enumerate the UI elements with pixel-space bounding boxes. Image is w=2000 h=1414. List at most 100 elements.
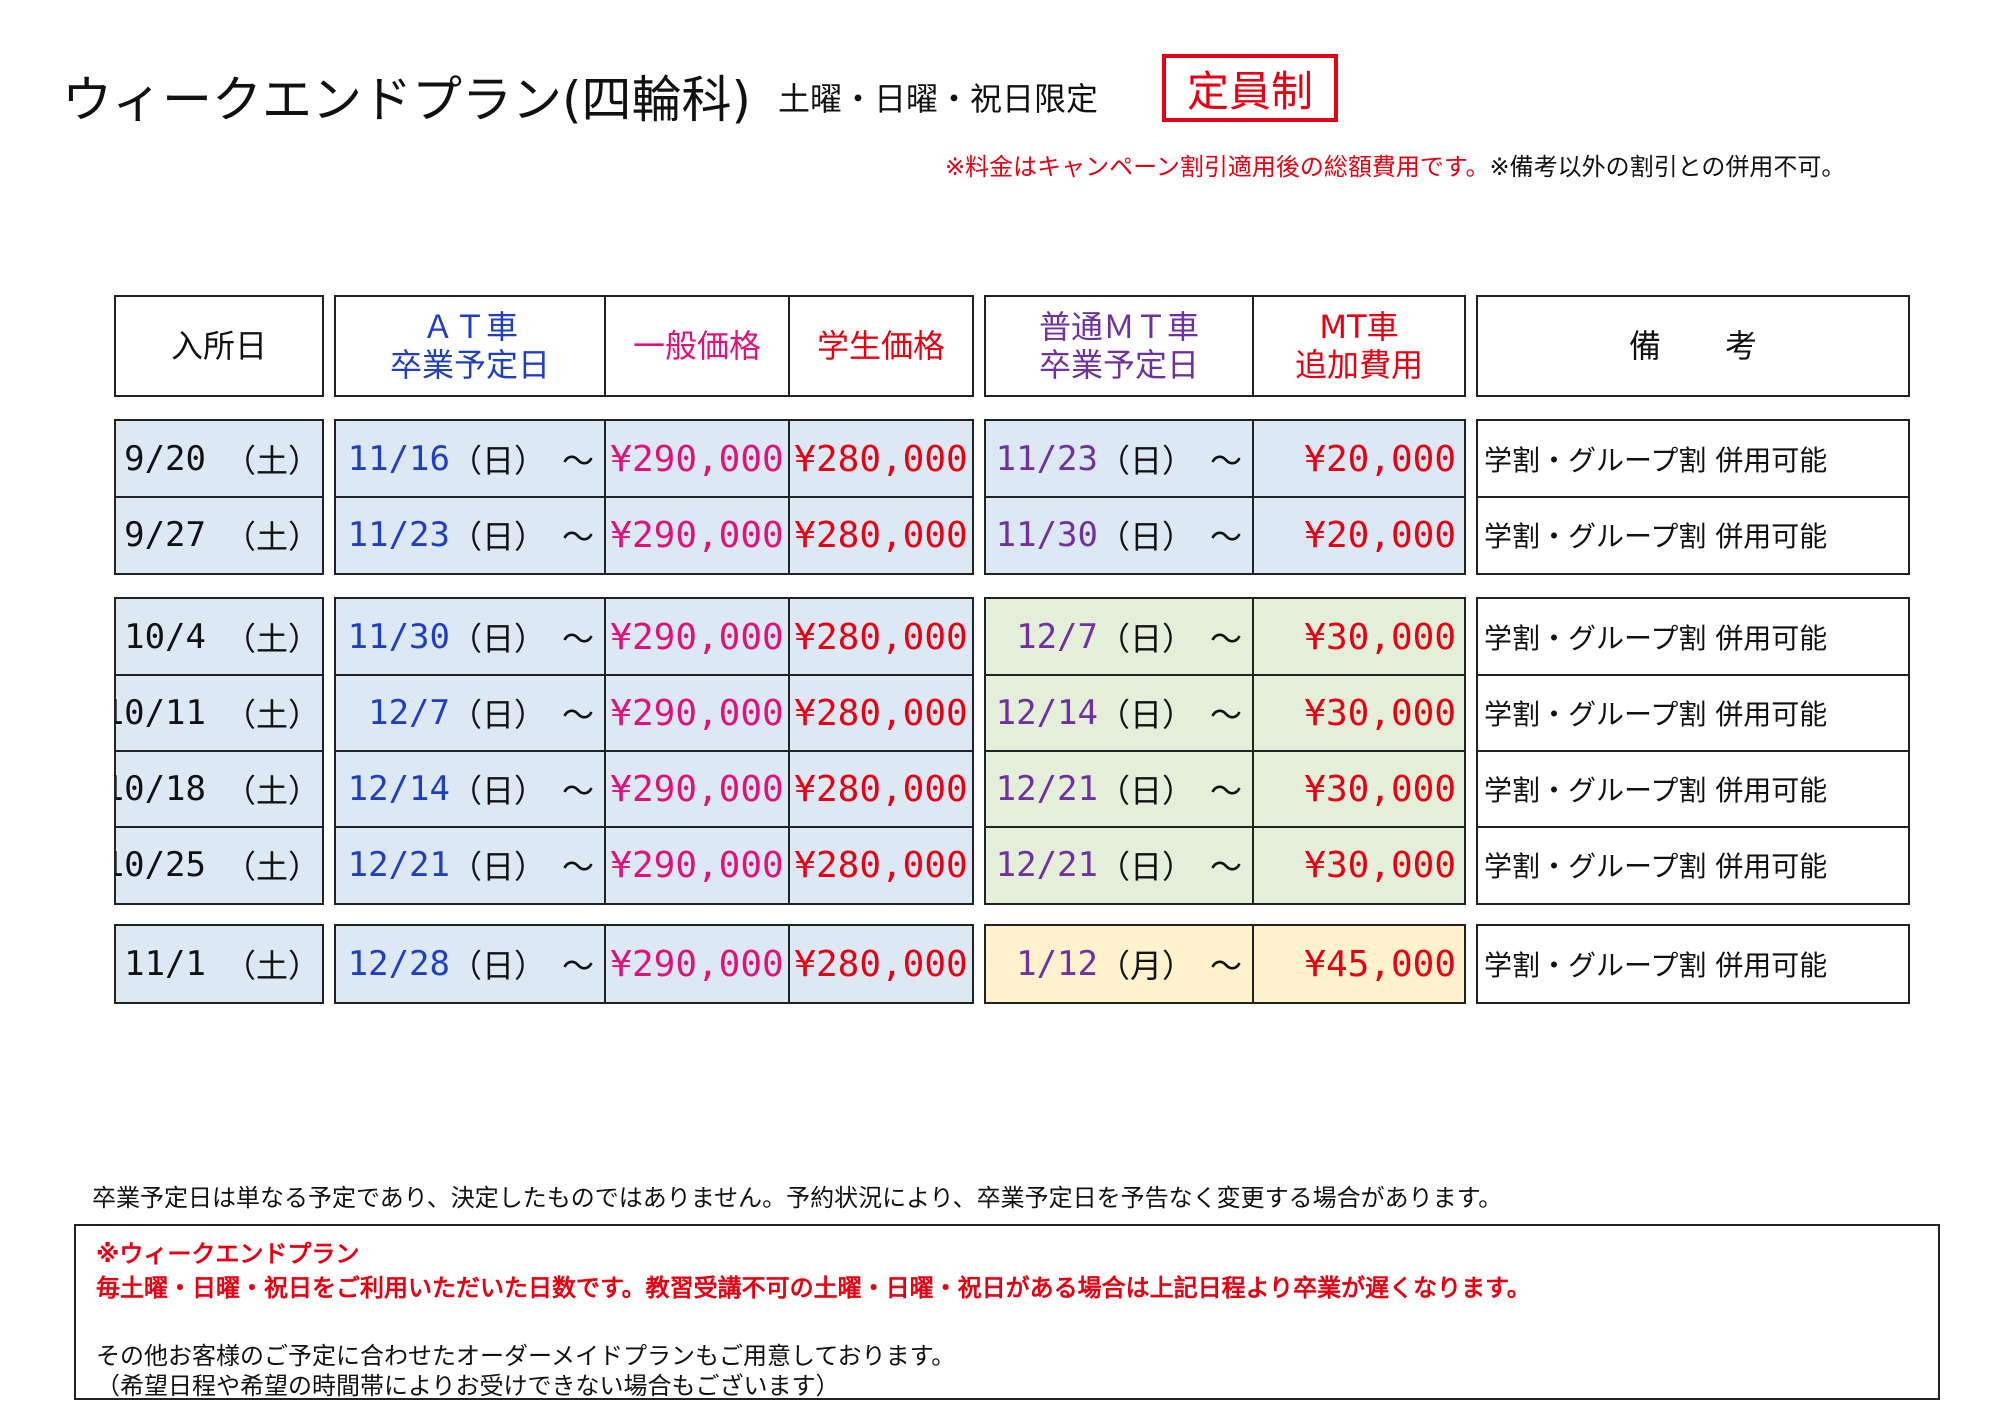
general-price: ¥290,000 bbox=[610, 943, 784, 985]
mt-weekday: （日） ～ bbox=[1097, 620, 1242, 658]
entry-date: 10/4 （土） bbox=[116, 599, 322, 675]
at-weekday: （日） ～ bbox=[449, 442, 594, 480]
remarks-text: 学割・グループ割 併用可能 bbox=[1484, 949, 1828, 982]
note-title: ※ウィークエンドプラン bbox=[96, 1240, 360, 1268]
header-mt-box: 普通ＭＴ車 卒業予定日 MT車 追加費用 bbox=[984, 295, 1466, 397]
at-weekday: （日） ～ bbox=[449, 848, 594, 886]
header-mt-line1: 普通ＭＴ車 bbox=[1038, 307, 1199, 346]
mt-graduation-date: 12/21 （日） ～ bbox=[990, 751, 1252, 827]
entry-weekday: （土） bbox=[223, 442, 320, 480]
page-title: ウィークエンドプラン(四輪科) bbox=[62, 71, 752, 129]
fee-note: ※料金はキャンペーン割引適用後の総額費用です。※備考以外の割引との併用不可。 bbox=[945, 147, 1845, 182]
entry-date-value: 10/4 bbox=[124, 617, 206, 657]
mt-graduation-date: 12/21 （日） ～ bbox=[990, 827, 1252, 903]
remarks-text: 学割・グループ割 併用可能 bbox=[1484, 850, 1828, 883]
header-mt-graduation: 普通ＭＴ車 卒業予定日 bbox=[986, 297, 1252, 395]
mt-additional-fee: ¥45,000 bbox=[1304, 943, 1456, 985]
mt-weekday: （日） ～ bbox=[1097, 696, 1242, 734]
at-date-value: 12/28 bbox=[347, 944, 450, 984]
entry-column-group: 9/20 （土） 9/27 （土） bbox=[114, 419, 324, 575]
at-date-value: 12/7 bbox=[368, 693, 450, 733]
entry-weekday: （土） bbox=[223, 620, 320, 658]
remarks-text: 学割・グループ割 併用可能 bbox=[1484, 444, 1828, 477]
at-price-group: 12/28 （日） ～ ¥290,000 ¥280,000 bbox=[334, 924, 974, 1004]
at-weekday: （日） ～ bbox=[449, 620, 594, 658]
remarks-group: 学割・グループ割 併用可能 学割・グループ割 併用可能 bbox=[1476, 419, 1910, 575]
header-mtfee-line1: MT車 bbox=[1319, 307, 1399, 346]
at-price-group: 11/16 （日） ～ ¥290,000 ¥280,000 11/23 （日） ～ ¥290… bbox=[334, 419, 974, 575]
mt-graduation-date: 12/7 （日） ～ bbox=[990, 599, 1252, 675]
other-plan-note: （希望日程や希望の時間帯によりお受けできない場合もございます） bbox=[96, 1372, 840, 1400]
mt-date-value: 12/21 bbox=[995, 845, 1098, 885]
other-plan-text: その他お客様のご予定に合わせたオーダーメイドプランもご用意しております。 bbox=[96, 1342, 956, 1370]
page-subtitle: 土曜・日曜・祝日限定 bbox=[778, 80, 1099, 118]
at-date-value: 11/23 bbox=[347, 515, 450, 555]
entry-date-value: 10/11 bbox=[116, 693, 206, 733]
mt-additional-fee: ¥30,000 bbox=[1304, 616, 1456, 658]
entry-date: 10/11 （土） bbox=[116, 675, 322, 751]
entry-weekday: （土） bbox=[223, 848, 320, 886]
entry-weekday: （土） bbox=[223, 947, 320, 985]
mt-graduation-date: 11/30 （日） ～ bbox=[990, 497, 1252, 573]
mt-weekday: （月） ～ bbox=[1097, 947, 1242, 985]
at-graduation-date: 12/28 （日） ～ bbox=[340, 926, 604, 1002]
at-graduation-date: 12/14 （日） ～ bbox=[340, 751, 604, 827]
remarks-text: 学割・グループ割 併用可能 bbox=[1484, 698, 1828, 731]
remarks-text: 学割・グループ割 併用可能 bbox=[1484, 774, 1828, 807]
mt-group: 11/23 （日） ～ ¥20,000 11/30 （日） ～ ¥20,000 bbox=[984, 419, 1466, 575]
general-price: ¥290,000 bbox=[610, 514, 784, 556]
entry-date-value: 9/27 bbox=[124, 515, 206, 555]
general-price: ¥290,000 bbox=[610, 692, 784, 734]
entry-date: 10/25 （土） bbox=[116, 827, 322, 903]
header-mt-fee: MT車 追加費用 bbox=[1254, 297, 1464, 395]
at-date-value: 12/21 bbox=[347, 845, 450, 885]
at-graduation-date: 12/7 （日） ～ bbox=[340, 675, 604, 751]
header-at-box: ＡＴ車 卒業予定日 一般価格 学生価格 bbox=[334, 295, 974, 397]
entry-date: 10/18 （土） bbox=[116, 751, 322, 827]
entry-column-group: 10/4 （土） 10/11 （土） 10/18 （土） 10/25 （土） bbox=[114, 597, 324, 905]
student-price: ¥280,000 bbox=[794, 438, 968, 480]
mt-date-value: 11/23 bbox=[995, 439, 1098, 479]
header-entry: 入所日 bbox=[170, 326, 267, 365]
mt-additional-fee: ¥20,000 bbox=[1304, 514, 1456, 556]
general-price: ¥290,000 bbox=[610, 438, 784, 480]
general-price: ¥290,000 bbox=[610, 768, 784, 810]
entry-date: 9/27 （土） bbox=[116, 497, 322, 573]
header-student-price: 学生価格 bbox=[816, 326, 945, 365]
mt-additional-fee: ¥20,000 bbox=[1304, 438, 1456, 480]
mt-additional-fee: ¥30,000 bbox=[1304, 768, 1456, 810]
header-remarks-box: 備 考 bbox=[1476, 295, 1910, 397]
entry-date: 9/20 （土） bbox=[116, 421, 322, 497]
at-graduation-date: 11/16 （日） ～ bbox=[340, 421, 604, 497]
remarks-group: 学割・グループ割 併用可能 学割・グループ割 併用可能 学割・グループ割 併用可能学… bbox=[1476, 597, 1910, 905]
mt-weekday: （日） ～ bbox=[1097, 772, 1242, 810]
fee-note-campaign: ※料金はキャンペーン割引適用後の総額費用です。 bbox=[945, 153, 1490, 181]
at-date-value: 12/14 bbox=[347, 769, 450, 809]
header-general-price: 一般価格 bbox=[632, 326, 761, 365]
mt-date-value: 12/7 bbox=[1016, 617, 1098, 657]
student-price: ¥280,000 bbox=[794, 768, 968, 810]
entry-date-value: 11/1 bbox=[124, 944, 206, 984]
weekend-plan-note: ※ウィークエンドプラン 毎土曜・日曜・祝日をご利用いただいた日数です。教習受講不… bbox=[74, 1224, 1940, 1400]
capacity-badge: 定員制 bbox=[1162, 54, 1338, 122]
header-at-line2: 卒業予定日 bbox=[389, 346, 550, 384]
fee-note-discount: ※備考以外の割引との併用不可。 bbox=[1489, 153, 1846, 181]
at-graduation-date: 11/23 （日） ～ bbox=[340, 497, 604, 573]
mt-weekday: （日） ～ bbox=[1097, 518, 1242, 556]
student-price: ¥280,000 bbox=[794, 514, 968, 556]
mt-graduation-date: 11/23 （日） ～ bbox=[990, 421, 1252, 497]
at-price-group: 11/30 （日） ～ ¥290,000 ¥280,000 12/7 （日） ～ ¥290,… bbox=[334, 597, 974, 905]
entry-date-value: 9/20 bbox=[124, 439, 206, 479]
at-weekday: （日） ～ bbox=[449, 772, 594, 810]
general-price: ¥290,000 bbox=[610, 844, 784, 886]
mt-date-value: 11/30 bbox=[995, 515, 1098, 555]
mt-date-value: 12/14 bbox=[995, 693, 1098, 733]
header-at-graduation: ＡＴ車 卒業予定日 bbox=[336, 297, 604, 395]
at-weekday: （日） ～ bbox=[449, 947, 594, 985]
mt-weekday: （日） ～ bbox=[1097, 848, 1242, 886]
header-at-line1: ＡＴ車 bbox=[421, 307, 518, 346]
remarks-text: 学割・グループ割 併用可能 bbox=[1484, 622, 1828, 655]
mt-additional-fee: ¥30,000 bbox=[1304, 844, 1456, 886]
at-weekday: （日） ～ bbox=[449, 518, 594, 556]
at-date-value: 11/30 bbox=[347, 617, 450, 657]
